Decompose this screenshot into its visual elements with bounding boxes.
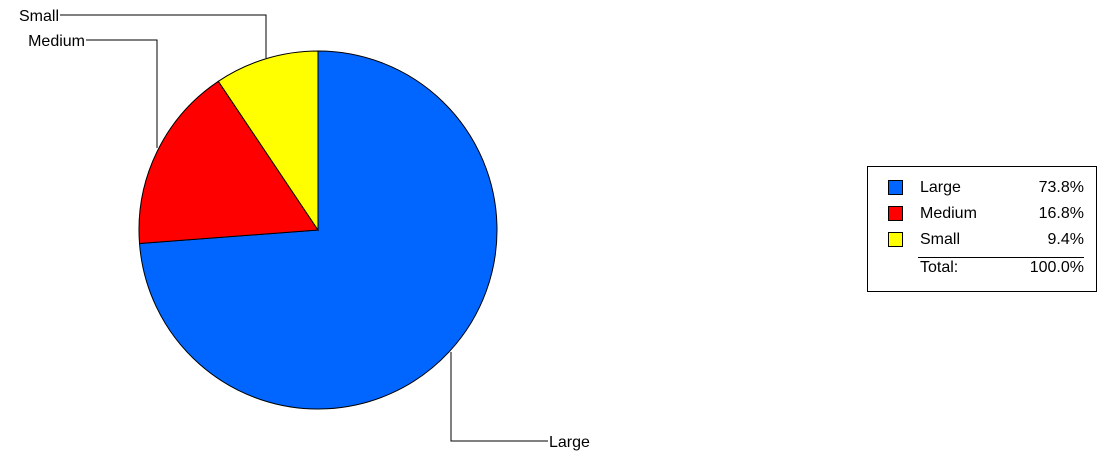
- leader-line-medium: [86, 39, 158, 148]
- legend-swatch-medium: [888, 206, 903, 221]
- legend-label-large: Large: [920, 179, 961, 196]
- legend-item-medium: Medium 16.8%: [868, 205, 1096, 225]
- slice-leaders: Large Medium Small: [19, 8, 590, 451]
- leader-line-small: [60, 14, 267, 58]
- legend-label-small: Small: [920, 231, 961, 248]
- legend-total-value: 100.0%: [1029, 259, 1084, 276]
- legend-total-label: Total:: [920, 259, 959, 276]
- legend-swatch-small: [888, 232, 903, 247]
- legend-total-divider: [918, 257, 1084, 258]
- pie-slice-small: [217, 50, 319, 232]
- legend: Large 73.8% Medium 16.8% Small 9.4% Tota…: [867, 166, 1097, 292]
- slice-label-large: Large: [549, 434, 590, 451]
- legend-label-medium: Medium: [920, 205, 977, 222]
- slice-label-medium: Medium: [28, 33, 85, 50]
- pie-slices: [138, 50, 498, 410]
- legend-swatch-large: [888, 180, 903, 195]
- leader-line-large: [450, 352, 548, 442]
- legend-value-large: 73.8%: [1038, 179, 1084, 196]
- legend-item-small: Small 9.4%: [868, 231, 1096, 251]
- legend-value-small: 9.4%: [1047, 231, 1084, 248]
- pie-slice-medium: [138, 80, 319, 245]
- slice-label-small: Small: [19, 8, 59, 25]
- legend-value-medium: 16.8%: [1038, 205, 1084, 222]
- legend-item-large: Large 73.8%: [868, 179, 1096, 199]
